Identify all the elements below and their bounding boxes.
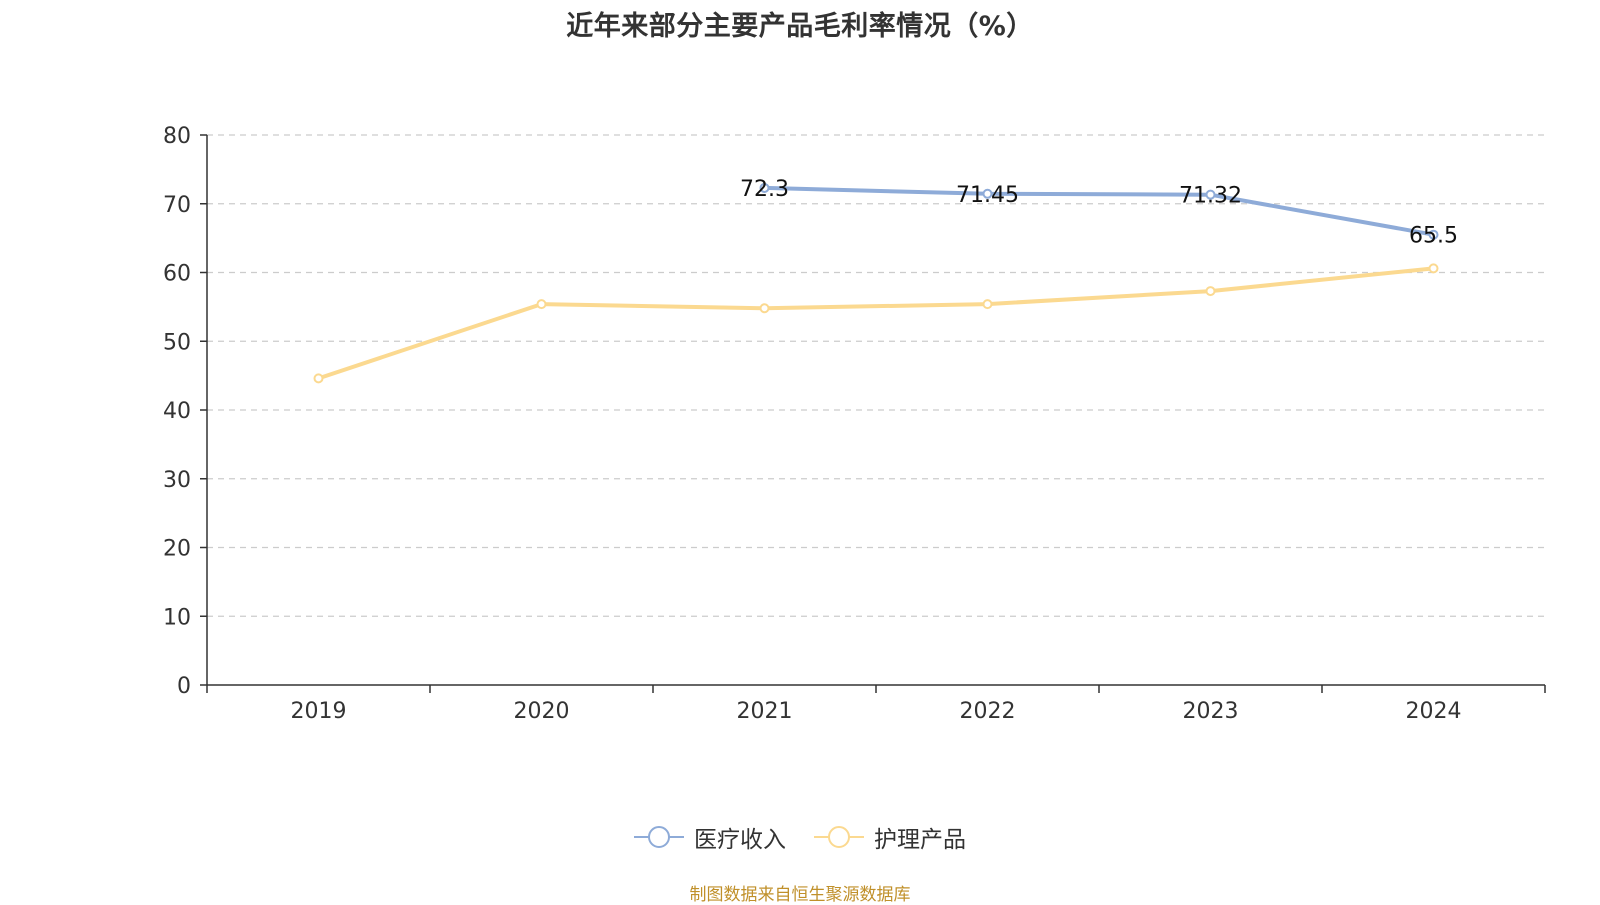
legend-label-care: 护理产品 <box>874 827 966 853</box>
y-tick-label: 20 <box>163 537 191 562</box>
y-tick-label: 80 <box>163 124 191 149</box>
x-tick-label: 2022 <box>960 699 1016 724</box>
data-point <box>982 299 993 310</box>
y-tick-label: 40 <box>163 399 191 424</box>
x-tick-label: 2023 <box>1183 699 1239 724</box>
data-point <box>982 188 993 199</box>
y-tick-label: 30 <box>163 468 191 493</box>
data-point <box>313 373 324 384</box>
series-line-1 <box>316 266 1436 381</box>
legend-marker-icon <box>634 826 684 848</box>
data-point <box>1428 229 1439 240</box>
data-label: 72.3 <box>740 177 789 202</box>
source-note: 制图数据来自恒生聚源数据库 <box>689 885 911 905</box>
data-point <box>1205 189 1216 200</box>
x-tick-label: 2024 <box>1406 699 1462 724</box>
x-tick-label: 2021 <box>737 699 793 724</box>
data-label: 71.32 <box>1179 184 1242 209</box>
legend-circle-care <box>828 826 850 848</box>
y-tick-label: 10 <box>163 605 191 630</box>
x-tick-label: 2019 <box>291 699 347 724</box>
data-point <box>536 299 547 310</box>
series-line-0 <box>762 185 1436 237</box>
y-tick-label: 70 <box>163 193 191 218</box>
data-point <box>759 303 770 314</box>
data-point <box>1428 263 1439 274</box>
data-point <box>759 182 770 193</box>
data-label: 65.5 <box>1409 224 1458 249</box>
y-tick-label: 50 <box>163 330 191 355</box>
legend-item-medical[interactable]: 医疗收入 <box>634 820 786 854</box>
chart-legend: 医疗收入 护理产品 <box>0 820 1600 854</box>
y-tick-label: 60 <box>163 262 191 287</box>
y-tick-label: 0 <box>177 674 191 699</box>
legend-label-medical: 医疗收入 <box>694 827 786 853</box>
legend-marker-icon <box>814 826 864 848</box>
legend-item-care[interactable]: 护理产品 <box>814 820 966 854</box>
chart-title: 近年来部分主要产品毛利率情况（%） <box>566 11 1034 42</box>
data-label: 71.45 <box>956 183 1019 208</box>
data-point <box>1205 286 1216 297</box>
x-tick-label: 2020 <box>514 699 570 724</box>
legend-circle-medical <box>648 826 670 848</box>
